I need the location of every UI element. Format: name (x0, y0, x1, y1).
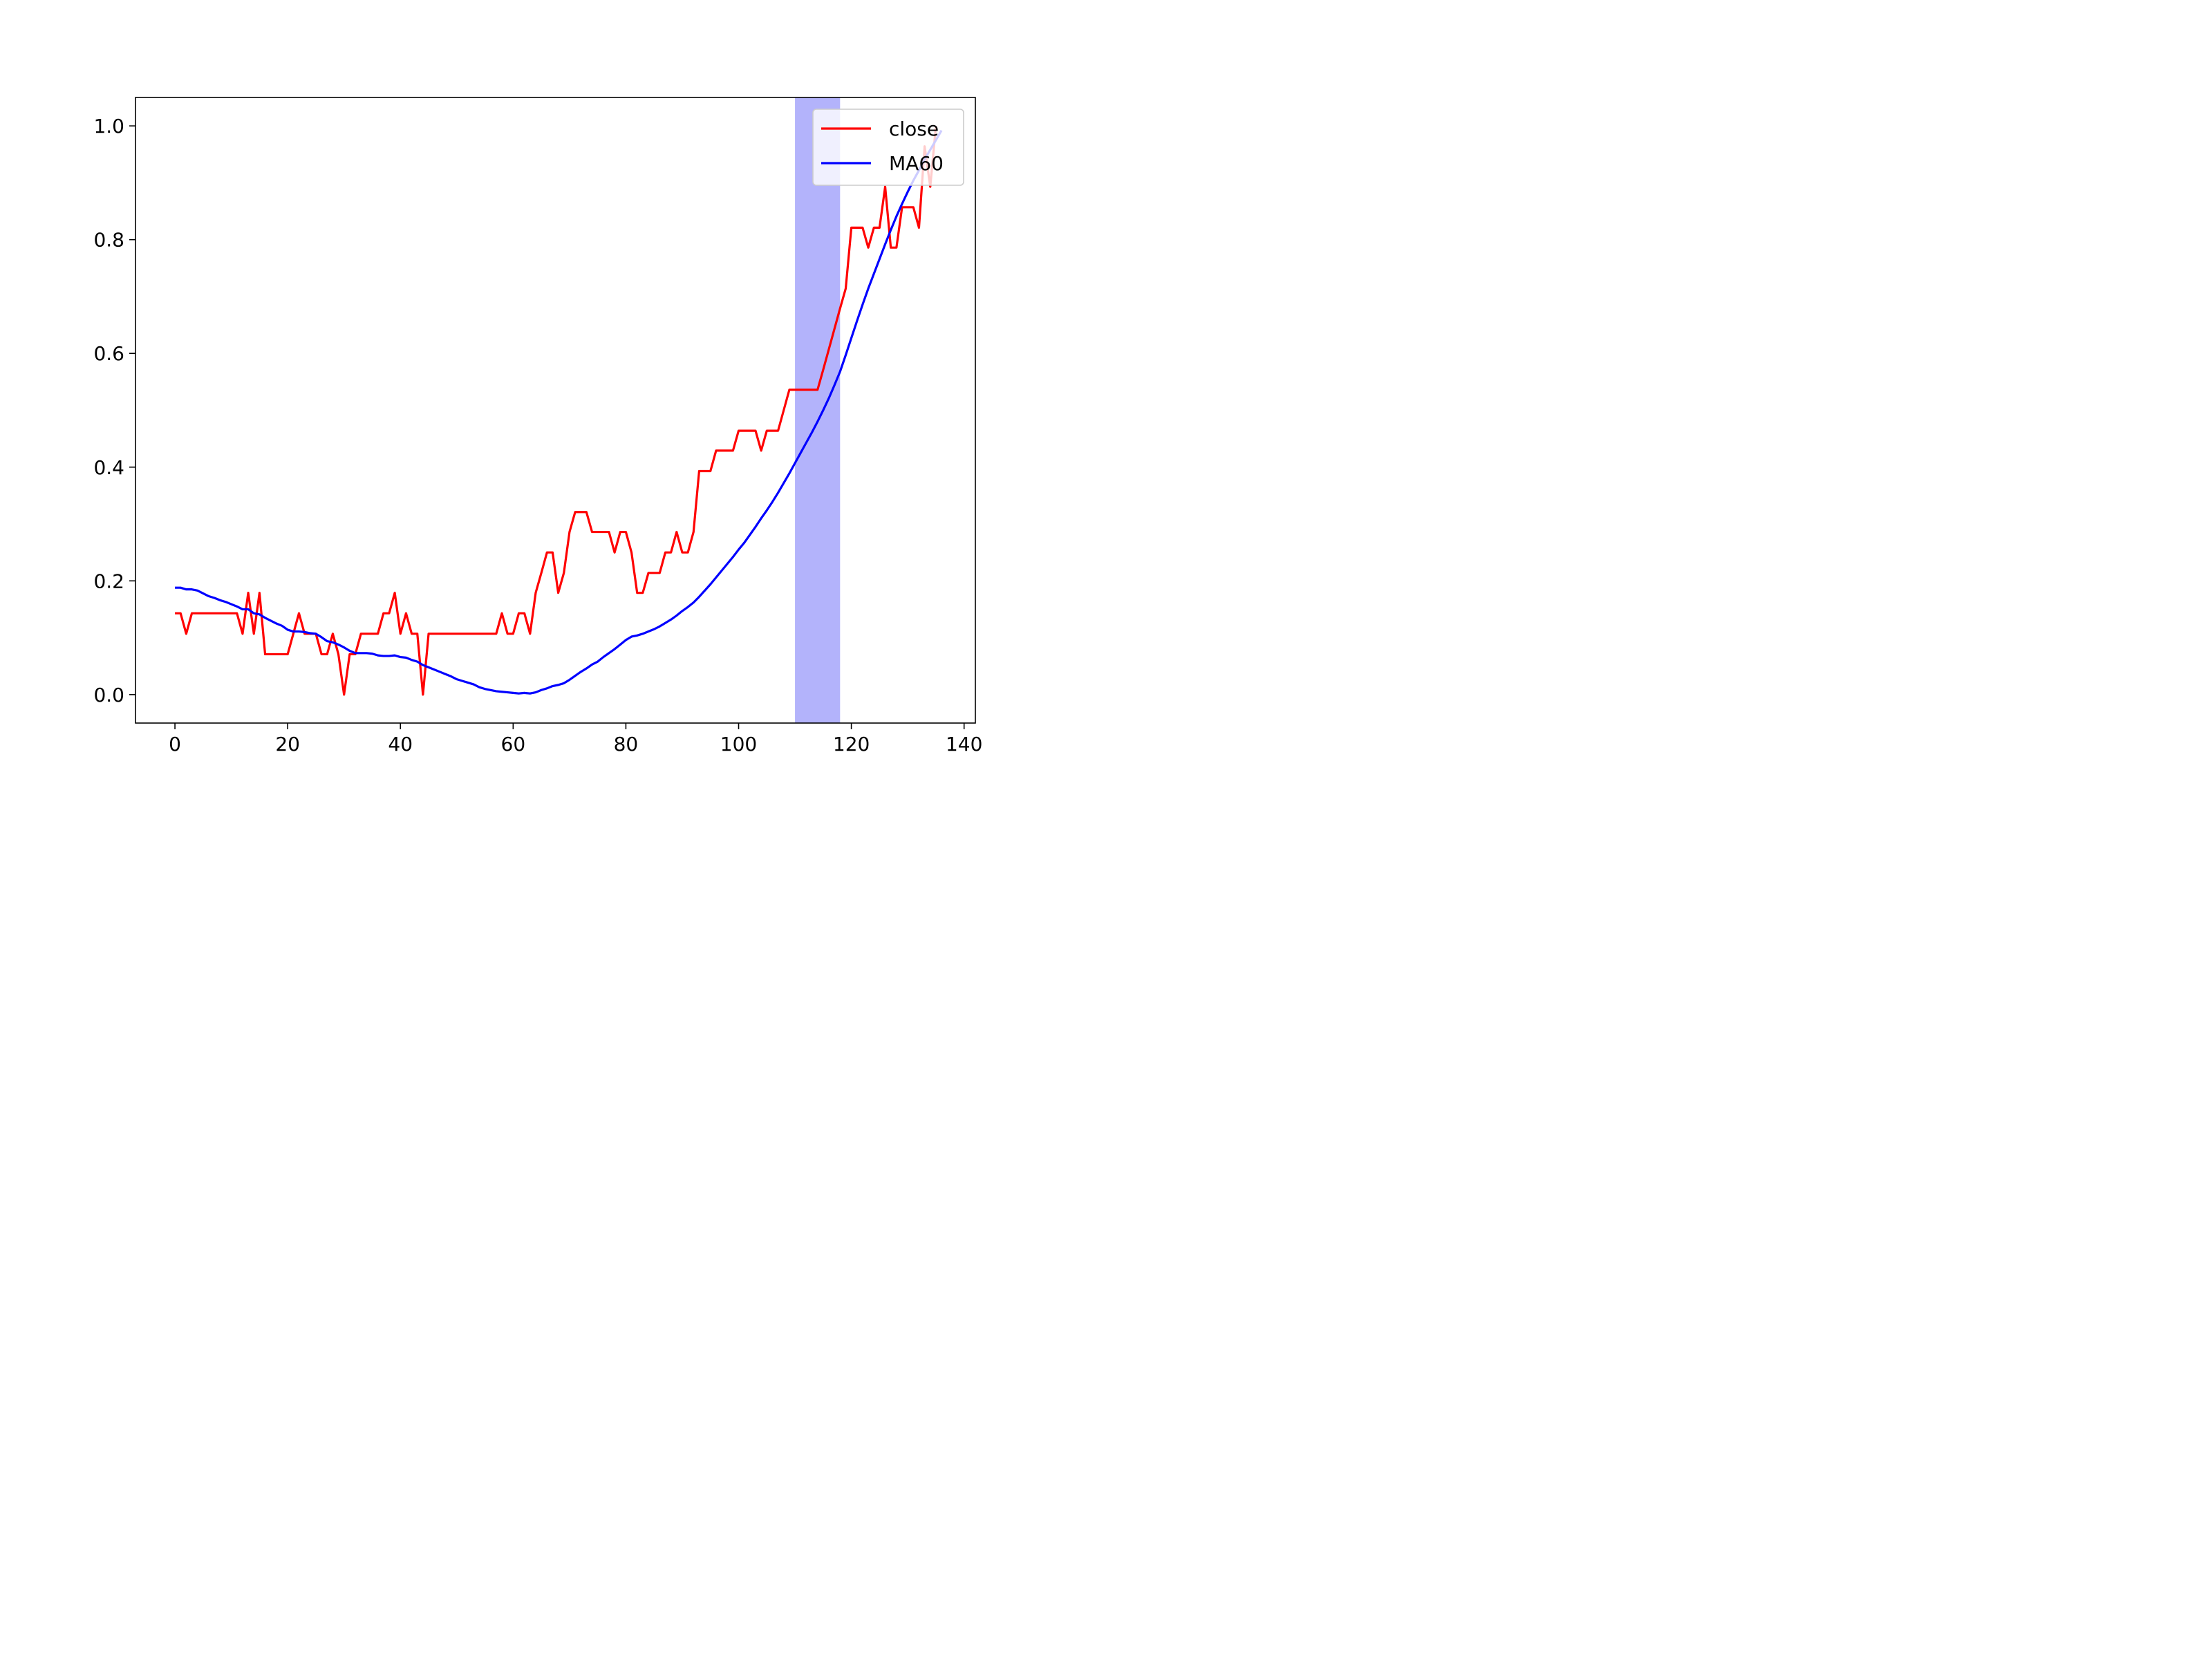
x-tick-label: 60 (501, 733, 526, 756)
series-line-close (175, 125, 937, 696)
plot-frame (135, 97, 976, 724)
y-tick-label: 0.6 (93, 342, 124, 365)
x-tick-label: 120 (833, 733, 870, 756)
legend-label-close: close (889, 118, 939, 140)
chart: 0 20 40 60 80 100 120 140 0.0 0.2 0.4 0.6 0.8 1.0 cl… (0, 0, 1069, 802)
y-tick-label: 0.4 (93, 456, 124, 479)
legend: close MA60 (812, 109, 964, 186)
x-tick-label: 100 (720, 733, 757, 756)
x-tick-label: 20 (275, 733, 300, 756)
series-layer (175, 125, 943, 696)
x-tick-label: 0 (169, 733, 181, 756)
x-tick-label: 80 (614, 733, 639, 756)
y-tick-label: 1.0 (93, 115, 124, 138)
highlight-span-layer (795, 97, 841, 723)
y-tick-label: 0.8 (93, 229, 124, 252)
x-axis: 0 20 40 60 80 100 120 140 (169, 723, 982, 756)
highlight-span (795, 97, 841, 723)
y-tick-label: 0.0 (93, 684, 124, 706)
y-axis: 0.0 0.2 0.4 0.6 0.8 1.0 (93, 115, 135, 706)
y-tick-label: 0.2 (93, 570, 124, 592)
x-tick-label: 40 (388, 733, 413, 756)
legend-label-ma60: MA60 (889, 152, 944, 175)
series-line-ma60 (175, 129, 943, 695)
x-tick-label: 140 (946, 733, 982, 756)
